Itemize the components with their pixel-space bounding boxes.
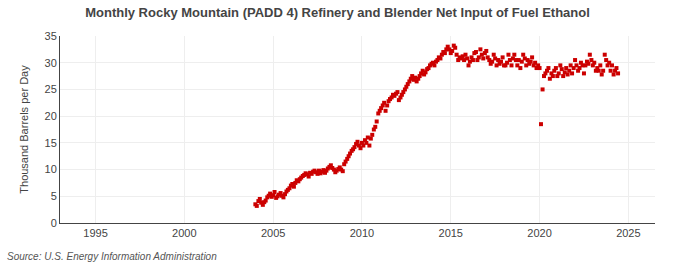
svg-text:35: 35 — [45, 30, 57, 42]
svg-text:10: 10 — [45, 163, 57, 175]
svg-text:Thousand Barrels per Day: Thousand Barrels per Day — [18, 65, 30, 194]
svg-text:Monthly Rocky Mountain (PADD 4: Monthly Rocky Mountain (PADD 4) Refinery… — [85, 5, 590, 20]
svg-text:20: 20 — [45, 110, 57, 122]
svg-text:15: 15 — [45, 137, 57, 149]
svg-text:2005: 2005 — [261, 227, 285, 239]
svg-text:5: 5 — [51, 190, 57, 202]
svg-text:2010: 2010 — [350, 227, 374, 239]
svg-text:30: 30 — [45, 57, 57, 69]
svg-text:Source: U.S. Energy Informatio: Source: U.S. Energy Information Administ… — [7, 251, 217, 262]
svg-text:0: 0 — [51, 217, 57, 229]
svg-text:2015: 2015 — [439, 227, 463, 239]
svg-text:2025: 2025 — [616, 227, 640, 239]
svg-text:2020: 2020 — [527, 227, 551, 239]
svg-text:2000: 2000 — [172, 227, 196, 239]
svg-text:25: 25 — [45, 83, 57, 95]
svg-text:1995: 1995 — [83, 227, 107, 239]
